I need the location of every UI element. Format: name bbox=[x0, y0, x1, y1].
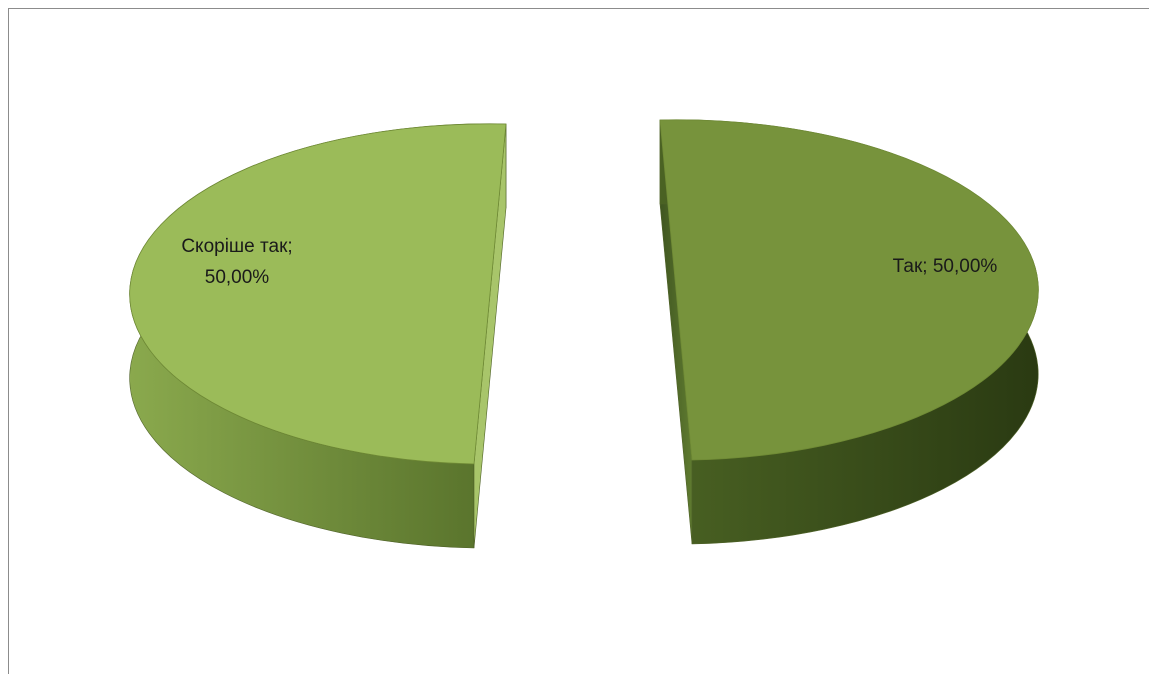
slice-tak-data-label: Так; 50,00% bbox=[893, 256, 998, 277]
slice-tak-top bbox=[659, 119, 1039, 461]
slice-skorishe-tak-data-label-line: 50,00% bbox=[205, 267, 270, 288]
slice-skorishe-tak-data-label: Скоріше так; 50,00% bbox=[181, 236, 292, 288]
slice-tak-data-label-line: Так; 50,00% bbox=[893, 256, 998, 277]
slice-skorishe-tak-top bbox=[129, 123, 507, 465]
slice-skorishe-tak bbox=[129, 123, 507, 549]
slice-tak bbox=[659, 119, 1039, 545]
slice-skorishe-tak-data-label-line: Скоріше так; bbox=[181, 236, 292, 257]
